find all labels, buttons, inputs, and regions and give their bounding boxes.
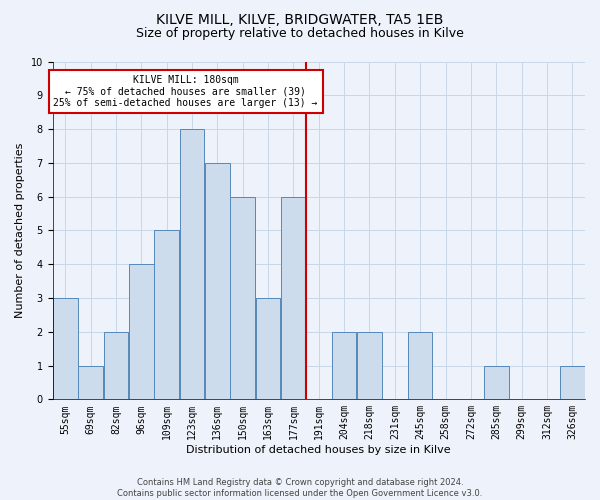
Bar [408, 332, 433, 400]
Bar [53, 298, 77, 400]
Bar [179, 129, 204, 400]
Bar [332, 332, 356, 400]
Bar [560, 366, 584, 400]
Bar [104, 332, 128, 400]
Bar [281, 196, 306, 400]
Bar [78, 366, 103, 400]
Bar [256, 298, 280, 400]
Text: Contains HM Land Registry data © Crown copyright and database right 2024.
Contai: Contains HM Land Registry data © Crown c… [118, 478, 482, 498]
Bar [205, 163, 230, 400]
Bar [484, 366, 509, 400]
Bar [230, 196, 255, 400]
Bar [129, 264, 154, 400]
Bar [357, 332, 382, 400]
Text: Size of property relative to detached houses in Kilve: Size of property relative to detached ho… [136, 28, 464, 40]
Text: KILVE MILL: 180sqm
← 75% of detached houses are smaller (39)
25% of semi-detache: KILVE MILL: 180sqm ← 75% of detached hou… [53, 75, 318, 108]
Bar [154, 230, 179, 400]
X-axis label: Distribution of detached houses by size in Kilve: Distribution of detached houses by size … [187, 445, 451, 455]
Y-axis label: Number of detached properties: Number of detached properties [15, 142, 25, 318]
Text: KILVE MILL, KILVE, BRIDGWATER, TA5 1EB: KILVE MILL, KILVE, BRIDGWATER, TA5 1EB [157, 12, 443, 26]
